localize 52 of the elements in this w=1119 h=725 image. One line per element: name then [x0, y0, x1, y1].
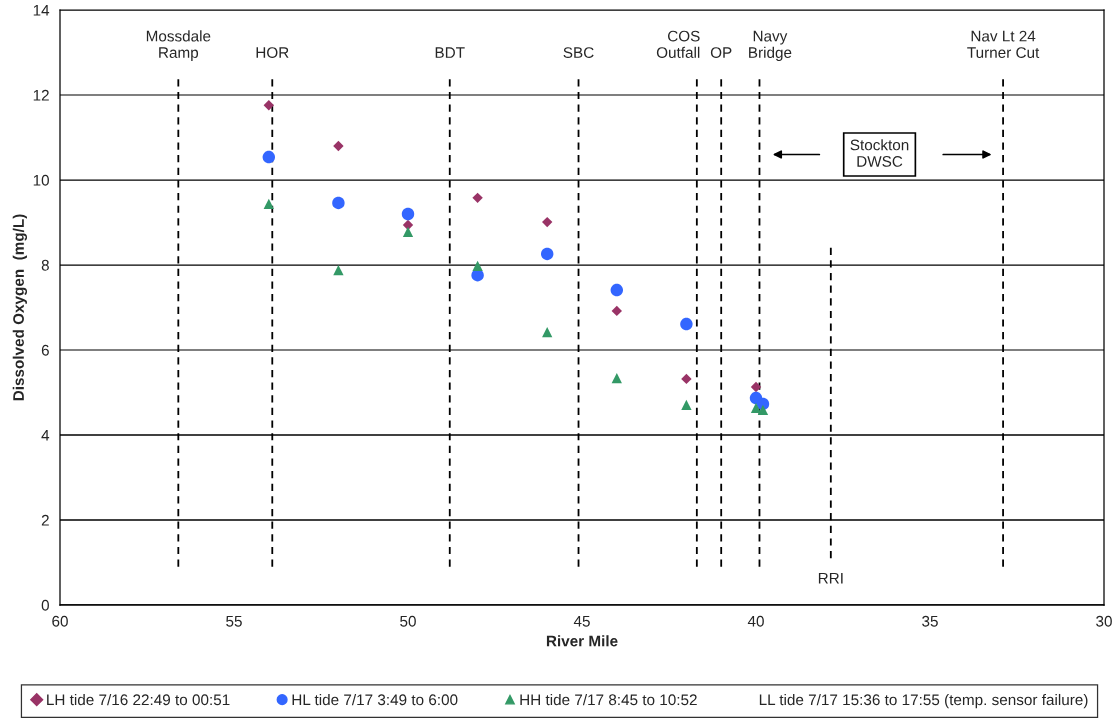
point	[402, 226, 414, 237]
ref-line-label: COS Outfall	[656, 30, 700, 58]
y-tick-label: 2	[41, 514, 49, 526]
y-tick-label: 4	[41, 430, 50, 441]
x-tick-label: 60	[52, 615, 68, 627]
point	[401, 207, 415, 221]
legend-label: HH tide 7/17 8:45 to 10:52	[520, 693, 697, 706]
x-tick-label: 35	[922, 615, 938, 627]
y-tick-label: 0	[41, 599, 49, 611]
point	[263, 100, 274, 111]
point	[681, 399, 692, 410]
point	[540, 247, 554, 261]
ref-line-label: Navy Bridge	[749, 30, 792, 61]
annotation: RRI	[818, 572, 843, 584]
ref-line-label: OP	[710, 47, 732, 58]
text: LL tide 7/17 15:36 to 17:55 (temp. sensor failure)	[759, 693, 1088, 709]
point	[680, 317, 693, 331]
point	[681, 373, 692, 385]
point	[611, 372, 622, 384]
x-tick-label: 50	[400, 615, 416, 627]
point	[332, 196, 345, 210]
y-tick-label: 14	[33, 5, 50, 16]
annotation: Stockton DWSC	[850, 139, 909, 167]
x-tick-label: 40	[747, 615, 764, 627]
y-tick-label: 12	[33, 89, 49, 101]
point	[262, 150, 276, 164]
x-axis-title: River Mile	[546, 635, 618, 647]
legend-label: LH tide 7/16 22:49 to 00:51	[47, 693, 230, 706]
ref-line-label: HOR	[256, 47, 289, 58]
point	[333, 264, 344, 276]
y-tick-label: 6	[41, 344, 49, 356]
legend-label: HL tide 7/17 3:49 to 6:00	[292, 693, 458, 706]
point	[333, 140, 344, 152]
point	[542, 327, 553, 338]
point	[542, 216, 553, 228]
ref-line-label: SBC	[563, 47, 594, 58]
point	[263, 198, 274, 209]
x-tick-label: 45	[573, 615, 590, 627]
ref-line-label: BDT	[435, 47, 465, 58]
x-tick-label: 30	[1096, 615, 1112, 627]
y-tick-label: 10	[33, 174, 49, 186]
point	[472, 260, 483, 271]
y-tick-label: 8	[41, 259, 49, 271]
ref-line-label: Nav Lt 24 Turner Cut	[967, 30, 1040, 58]
ref-line-label: Mossdale Ramp	[146, 30, 211, 61]
point	[610, 283, 624, 297]
y-axis-title: Dissolved Oxygen (mg/L)	[12, 214, 28, 401]
point	[611, 305, 622, 317]
point	[750, 381, 762, 393]
point	[472, 192, 483, 204]
point	[757, 404, 769, 416]
x-tick-label: 55	[226, 615, 242, 627]
